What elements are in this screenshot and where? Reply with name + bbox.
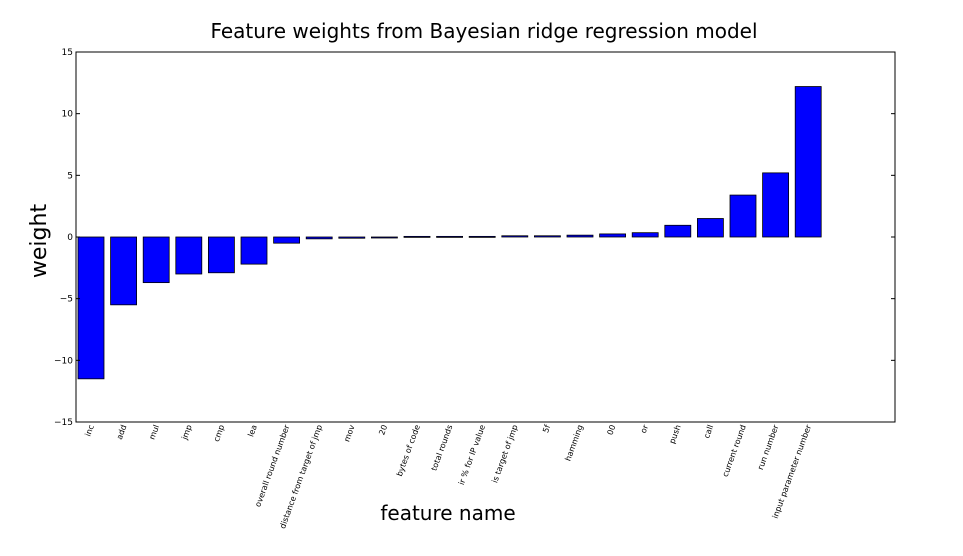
x-tick-label: jmp xyxy=(180,424,194,442)
x-tick-label: or xyxy=(639,423,650,434)
bar-jmp xyxy=(175,236,203,275)
bar-mov xyxy=(338,236,366,239)
bar-hamming xyxy=(566,234,594,238)
x-tick-label: hamming xyxy=(563,424,584,463)
x-tick-label: lea xyxy=(246,424,259,438)
bar-input-parameter-number xyxy=(794,86,822,238)
x-tick-label: add xyxy=(115,424,129,441)
x-tick-label: ir % for IP value xyxy=(457,424,487,487)
y-tick-label: 10 xyxy=(62,110,74,120)
bars-group xyxy=(77,86,822,380)
bar-inc xyxy=(77,236,105,380)
x-tick-label: current round xyxy=(721,424,748,478)
y-tick-label: −10 xyxy=(54,356,73,366)
bar-current-round xyxy=(729,194,757,238)
bar-total-rounds xyxy=(436,235,464,238)
x-tick-label: 5f xyxy=(541,423,552,434)
bar-push xyxy=(664,224,692,238)
bar-call xyxy=(697,218,724,238)
bar-or xyxy=(631,232,659,238)
bar-is-target-of-jmp xyxy=(501,235,529,238)
y-tick-label: 5 xyxy=(67,171,73,181)
chart-title: Feature weights from Bayesian ridge regr… xyxy=(210,19,757,43)
bar-ir-for-ip-value xyxy=(468,235,496,238)
x-tick-label: inc xyxy=(83,424,95,438)
x-tick-label: input parameter number xyxy=(771,423,814,520)
y-axis-label: weight xyxy=(27,204,52,279)
x-tick-label: mov xyxy=(342,423,357,443)
x-tick-label: push xyxy=(668,424,683,445)
bar-distance-from-target-of-jmp xyxy=(305,236,333,240)
bar-lea xyxy=(240,236,268,265)
x-tick-label: 20 xyxy=(377,424,389,437)
x-tick-label: 00 xyxy=(606,424,618,437)
bar-bytes-of-code xyxy=(403,235,431,238)
x-tick-label: is target of jmp xyxy=(490,424,519,485)
x-axis-label: feature name xyxy=(380,501,515,525)
bar-mul xyxy=(142,236,170,284)
x-tick-label: bytes of code xyxy=(395,424,422,478)
x-tick-label: call xyxy=(702,424,715,440)
bar-00 xyxy=(599,233,626,238)
y-tick-label: −15 xyxy=(54,418,73,428)
bar-overall-round-number xyxy=(273,236,301,244)
y-tick-label: 15 xyxy=(62,48,73,58)
bar-run-number xyxy=(762,172,789,238)
bar-add xyxy=(110,236,137,306)
bar-5f xyxy=(534,235,561,238)
y-tick-label: −5 xyxy=(60,295,73,305)
x-tick-label: total rounds xyxy=(430,424,455,472)
x-tick-label: cmp xyxy=(212,424,226,443)
x-tick-label: overall round number xyxy=(253,423,291,508)
x-tick-label: run number xyxy=(756,423,781,471)
y-tick-label: 0 xyxy=(67,233,73,243)
bar-cmp xyxy=(207,236,235,274)
x-tick-label: mul xyxy=(147,424,161,441)
bar-20 xyxy=(370,236,398,239)
y-ticks-group: 15 10 5 0 −5 −10 −15 xyxy=(54,48,895,428)
